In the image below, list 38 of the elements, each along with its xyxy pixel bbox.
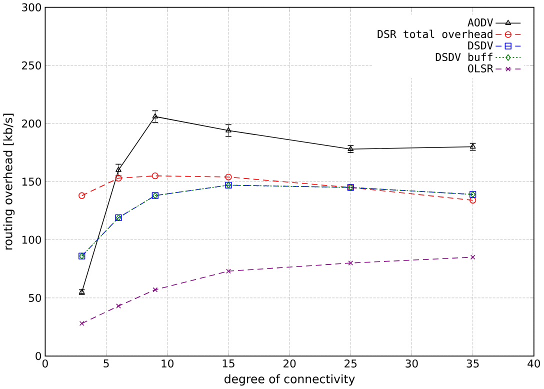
x-tick-label: 5 — [104, 360, 109, 368]
point — [79, 321, 84, 326]
x-axis-title: degree of connectivity — [224, 374, 355, 386]
point — [152, 172, 158, 180]
point — [116, 304, 121, 309]
x-tick-label: 10 — [162, 360, 174, 368]
x-tick-label: 25 — [344, 360, 357, 368]
point — [152, 113, 158, 118]
y-tick-label: 50 — [28, 294, 42, 302]
y-tick-label: 150 — [22, 178, 42, 186]
legend-label: OLSR — [468, 64, 494, 73]
legend-label: DSDV — [468, 41, 494, 50]
y-tick-label: 100 — [22, 236, 42, 244]
x-tick-label: 30 — [406, 360, 418, 368]
y-axis-title: routing overhead [kb/s] — [3, 114, 15, 250]
legend-label: DSDV buff — [436, 52, 492, 62]
point — [348, 260, 354, 266]
point — [470, 254, 476, 260]
x-tick-label: 15 — [222, 360, 234, 368]
point — [152, 287, 158, 292]
legend-label: DSR total overhead — [378, 30, 492, 38]
point — [226, 127, 232, 132]
x-tick-label: 20 — [284, 360, 296, 368]
point — [115, 174, 122, 182]
legend-label: AODV — [468, 18, 494, 27]
point — [116, 166, 122, 172]
y-tick-label: 300 — [22, 3, 42, 12]
point — [78, 192, 86, 199]
point — [226, 268, 231, 274]
y-tick-label: 250 — [22, 61, 42, 70]
point — [225, 174, 232, 180]
x-tick-label: 40 — [528, 360, 540, 368]
x-tick-label: 0 — [42, 360, 48, 368]
point — [348, 146, 354, 152]
point — [470, 197, 476, 204]
y-tick-label: 0 — [36, 352, 42, 360]
x-tick-label: 35 — [466, 360, 479, 368]
y-tick-label: 200 — [22, 120, 42, 128]
